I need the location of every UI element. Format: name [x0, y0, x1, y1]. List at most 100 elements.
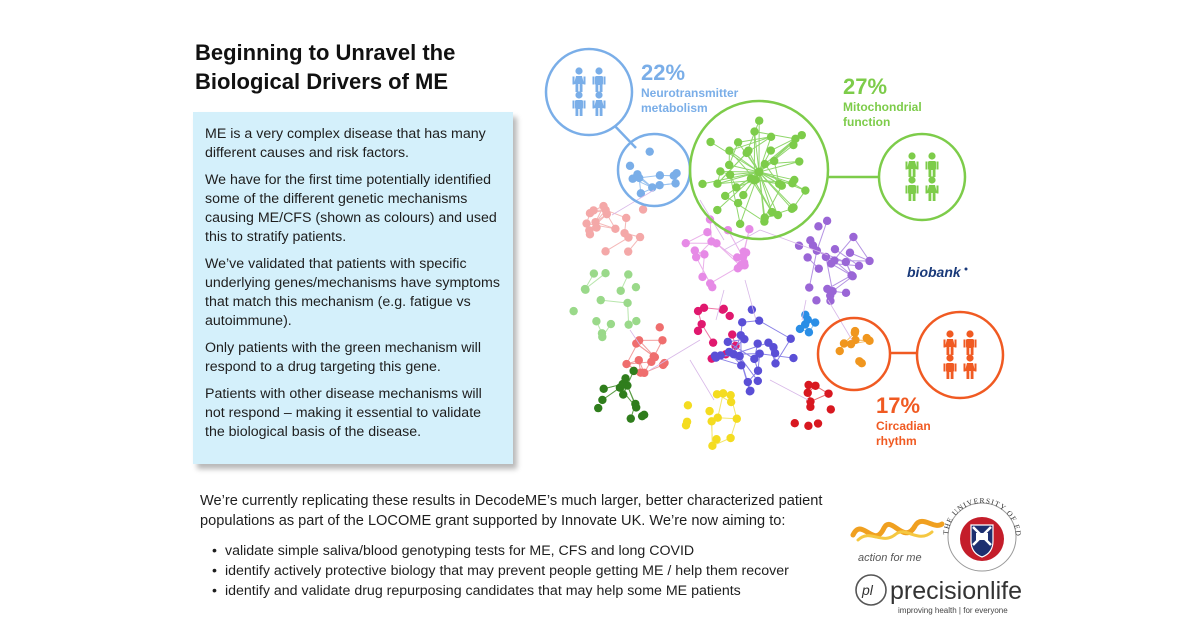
neuro-percent: 22% [641, 60, 685, 85]
coral-cluster-node [622, 359, 631, 369]
magenta-cluster-node [703, 227, 712, 237]
mito-green-cluster-node [739, 190, 748, 200]
info-box: ME is a very complex disease that has ma… [193, 112, 513, 464]
bullet-item-3: identify and validate drug repurposing c… [212, 581, 860, 601]
mito-green-cluster-node [777, 181, 787, 190]
mito-green-cluster [698, 116, 810, 229]
magenta-cluster-node [707, 237, 716, 246]
purple-cluster-node [849, 232, 858, 242]
network-clusters [569, 116, 874, 451]
mito-green-cluster-node [698, 179, 707, 189]
crimson-cluster-node [697, 319, 706, 329]
yellow-cluster-node [681, 421, 691, 430]
mito-green-cluster-node [789, 140, 798, 150]
precision-life-logo: pl precisionlife improving health | for … [855, 574, 1022, 615]
neuro-label-line-1: Neurotransmitter [641, 86, 739, 100]
lightgreen-cluster-edges [584, 272, 630, 338]
connector-neuro [611, 122, 637, 149]
indigo-cluster-node [753, 376, 763, 386]
lightgreen-cluster-node [601, 268, 610, 278]
indigo-cluster-node [753, 366, 763, 375]
magenta-cluster-node [745, 225, 754, 234]
yellow-cluster-node [726, 390, 735, 400]
skyblue-cluster-node [803, 315, 812, 324]
mito-green-cluster-node [744, 146, 753, 155]
darkgreen-cluster-node [594, 403, 603, 413]
coral-cluster-node [655, 323, 664, 332]
pink-cluster-node [599, 201, 608, 211]
lightgreen-cluster-node [616, 286, 625, 295]
mito-green-cluster-node [725, 146, 734, 155]
edinburgh-book [976, 533, 988, 540]
neuro-blue-cluster-node [655, 171, 665, 180]
purple-cluster [794, 216, 874, 306]
mito-green-cluster-node [801, 186, 810, 195]
mito-green-cluster-node [706, 137, 715, 147]
darkgreen-cluster-node [637, 411, 647, 421]
red-cluster [790, 380, 836, 431]
crimson-cluster-node [718, 305, 727, 314]
darkgreen-cluster [594, 366, 649, 423]
red-cluster-node [804, 380, 813, 390]
magenta-cluster-node [700, 250, 709, 259]
pink-cluster-node [585, 230, 595, 239]
lightgreen-cluster [569, 268, 641, 342]
mito-green-cluster-node [797, 130, 806, 140]
lightgreen-cluster-node [592, 317, 601, 326]
yellow-cluster-node [726, 397, 736, 407]
circadian-label-line-1: Circadian [876, 419, 931, 433]
purple-cluster-node [845, 248, 855, 257]
mito-label-line-2: function [843, 115, 890, 129]
indigo-cluster-node [737, 318, 747, 327]
info-paragraph-5: Patients with other disease mechanisms w… [205, 386, 482, 440]
lightgreen-cluster-node [624, 270, 633, 279]
indigo-cluster-node [743, 377, 753, 387]
coral-cluster-node [658, 336, 667, 345]
purple-cluster-node [823, 284, 832, 294]
red-cluster-node [813, 419, 823, 428]
purple-cluster-node [822, 216, 832, 226]
circadian-people-icon [943, 330, 977, 379]
indigo-cluster-node [755, 349, 764, 358]
yellow-cluster-node [712, 435, 721, 444]
neuro-blue-cluster-node [648, 183, 657, 192]
yellow-cluster-node [683, 401, 693, 410]
crimson-cluster-node [728, 330, 737, 339]
darkgreen-cluster-node [621, 374, 630, 383]
purple-cluster-node [848, 272, 857, 281]
mito-cluster-ring [688, 99, 830, 241]
neuro-blue-cluster-node [669, 171, 679, 180]
circadian-cluster-ring [816, 316, 892, 392]
cluster-bridges [611, 189, 853, 401]
indigo-cluster-node [789, 353, 798, 363]
orange-cluster-node [862, 333, 871, 343]
indigo-cluster-node [771, 359, 780, 368]
orange-cluster-node [851, 335, 860, 345]
mito-green-cluster-node [725, 170, 735, 179]
neuro-blue-cluster-node [628, 174, 637, 183]
neuro-blue-cluster-node [625, 161, 635, 171]
precision-life-mark: pl [861, 582, 874, 598]
pink-cluster-node [635, 232, 645, 242]
lightgreen-cluster-node [580, 284, 590, 294]
pink-cluster-node [624, 233, 633, 242]
coral-cluster-node [634, 356, 643, 365]
indigo-cluster-node [710, 351, 720, 360]
purple-cluster-node [841, 288, 851, 298]
neuro-blue-cluster-node [634, 173, 644, 183]
neuro-blue-cluster [625, 147, 681, 198]
skyblue-cluster-node [804, 328, 814, 337]
indigo-cluster-node [750, 354, 759, 364]
red-cluster-node [806, 402, 815, 412]
mito-green-cluster-node [732, 183, 741, 192]
circadian-percent: 17% [876, 393, 920, 418]
indigo-cluster-node [723, 337, 733, 347]
magenta-cluster-node [698, 272, 707, 282]
lightgreen-cluster-node [589, 269, 599, 278]
action-for-me-text: action for me [858, 552, 922, 564]
mito-people-icon [905, 152, 939, 201]
bottom-intro: We’re currently replicating these result… [200, 493, 823, 529]
orange-cluster-node [850, 326, 860, 336]
action-for-me-swirl [850, 518, 945, 539]
purple-cluster-node [841, 257, 851, 267]
